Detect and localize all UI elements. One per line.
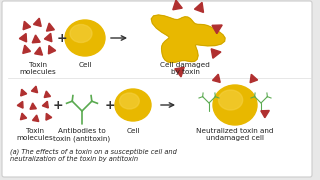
Polygon shape: [151, 15, 225, 63]
Text: Antibodies to
toxin (antitoxin): Antibodies to toxin (antitoxin): [53, 128, 111, 141]
Polygon shape: [44, 91, 51, 98]
Polygon shape: [46, 23, 54, 31]
Polygon shape: [212, 25, 222, 34]
Polygon shape: [44, 33, 52, 42]
Text: Cell damaged
by toxin: Cell damaged by toxin: [160, 62, 210, 75]
Polygon shape: [173, 0, 182, 10]
FancyBboxPatch shape: [2, 1, 312, 177]
Text: +: +: [57, 31, 67, 44]
Polygon shape: [34, 18, 41, 26]
Polygon shape: [42, 101, 48, 108]
Ellipse shape: [213, 85, 257, 125]
Polygon shape: [211, 49, 221, 58]
Ellipse shape: [219, 90, 243, 110]
Polygon shape: [30, 103, 36, 109]
Text: Cell: Cell: [126, 128, 140, 134]
Polygon shape: [46, 113, 52, 120]
Polygon shape: [35, 47, 43, 55]
Polygon shape: [48, 46, 56, 54]
Ellipse shape: [65, 20, 105, 56]
Polygon shape: [31, 86, 37, 93]
Polygon shape: [21, 89, 27, 96]
Polygon shape: [175, 67, 184, 77]
Polygon shape: [261, 111, 269, 118]
Text: +: +: [105, 98, 115, 111]
Polygon shape: [212, 74, 220, 82]
Ellipse shape: [70, 24, 92, 42]
Ellipse shape: [119, 93, 139, 109]
Text: +: +: [53, 98, 63, 111]
Polygon shape: [23, 45, 30, 53]
Polygon shape: [20, 113, 27, 120]
Polygon shape: [33, 115, 39, 122]
Polygon shape: [23, 21, 31, 30]
Text: Neutralized toxin and
undamaged cell: Neutralized toxin and undamaged cell: [196, 128, 274, 141]
Text: (a) The effects of a toxin on a susceptible cell and
neutralization of the toxin: (a) The effects of a toxin on a suscepti…: [10, 148, 177, 162]
Polygon shape: [250, 74, 258, 83]
Ellipse shape: [115, 89, 151, 121]
Polygon shape: [195, 2, 204, 12]
Text: Toxin
molecules: Toxin molecules: [17, 128, 53, 141]
Polygon shape: [19, 33, 27, 42]
Polygon shape: [32, 35, 40, 43]
Text: Toxin
molecules: Toxin molecules: [20, 62, 56, 75]
Polygon shape: [17, 101, 23, 108]
Text: Cell: Cell: [78, 62, 92, 68]
